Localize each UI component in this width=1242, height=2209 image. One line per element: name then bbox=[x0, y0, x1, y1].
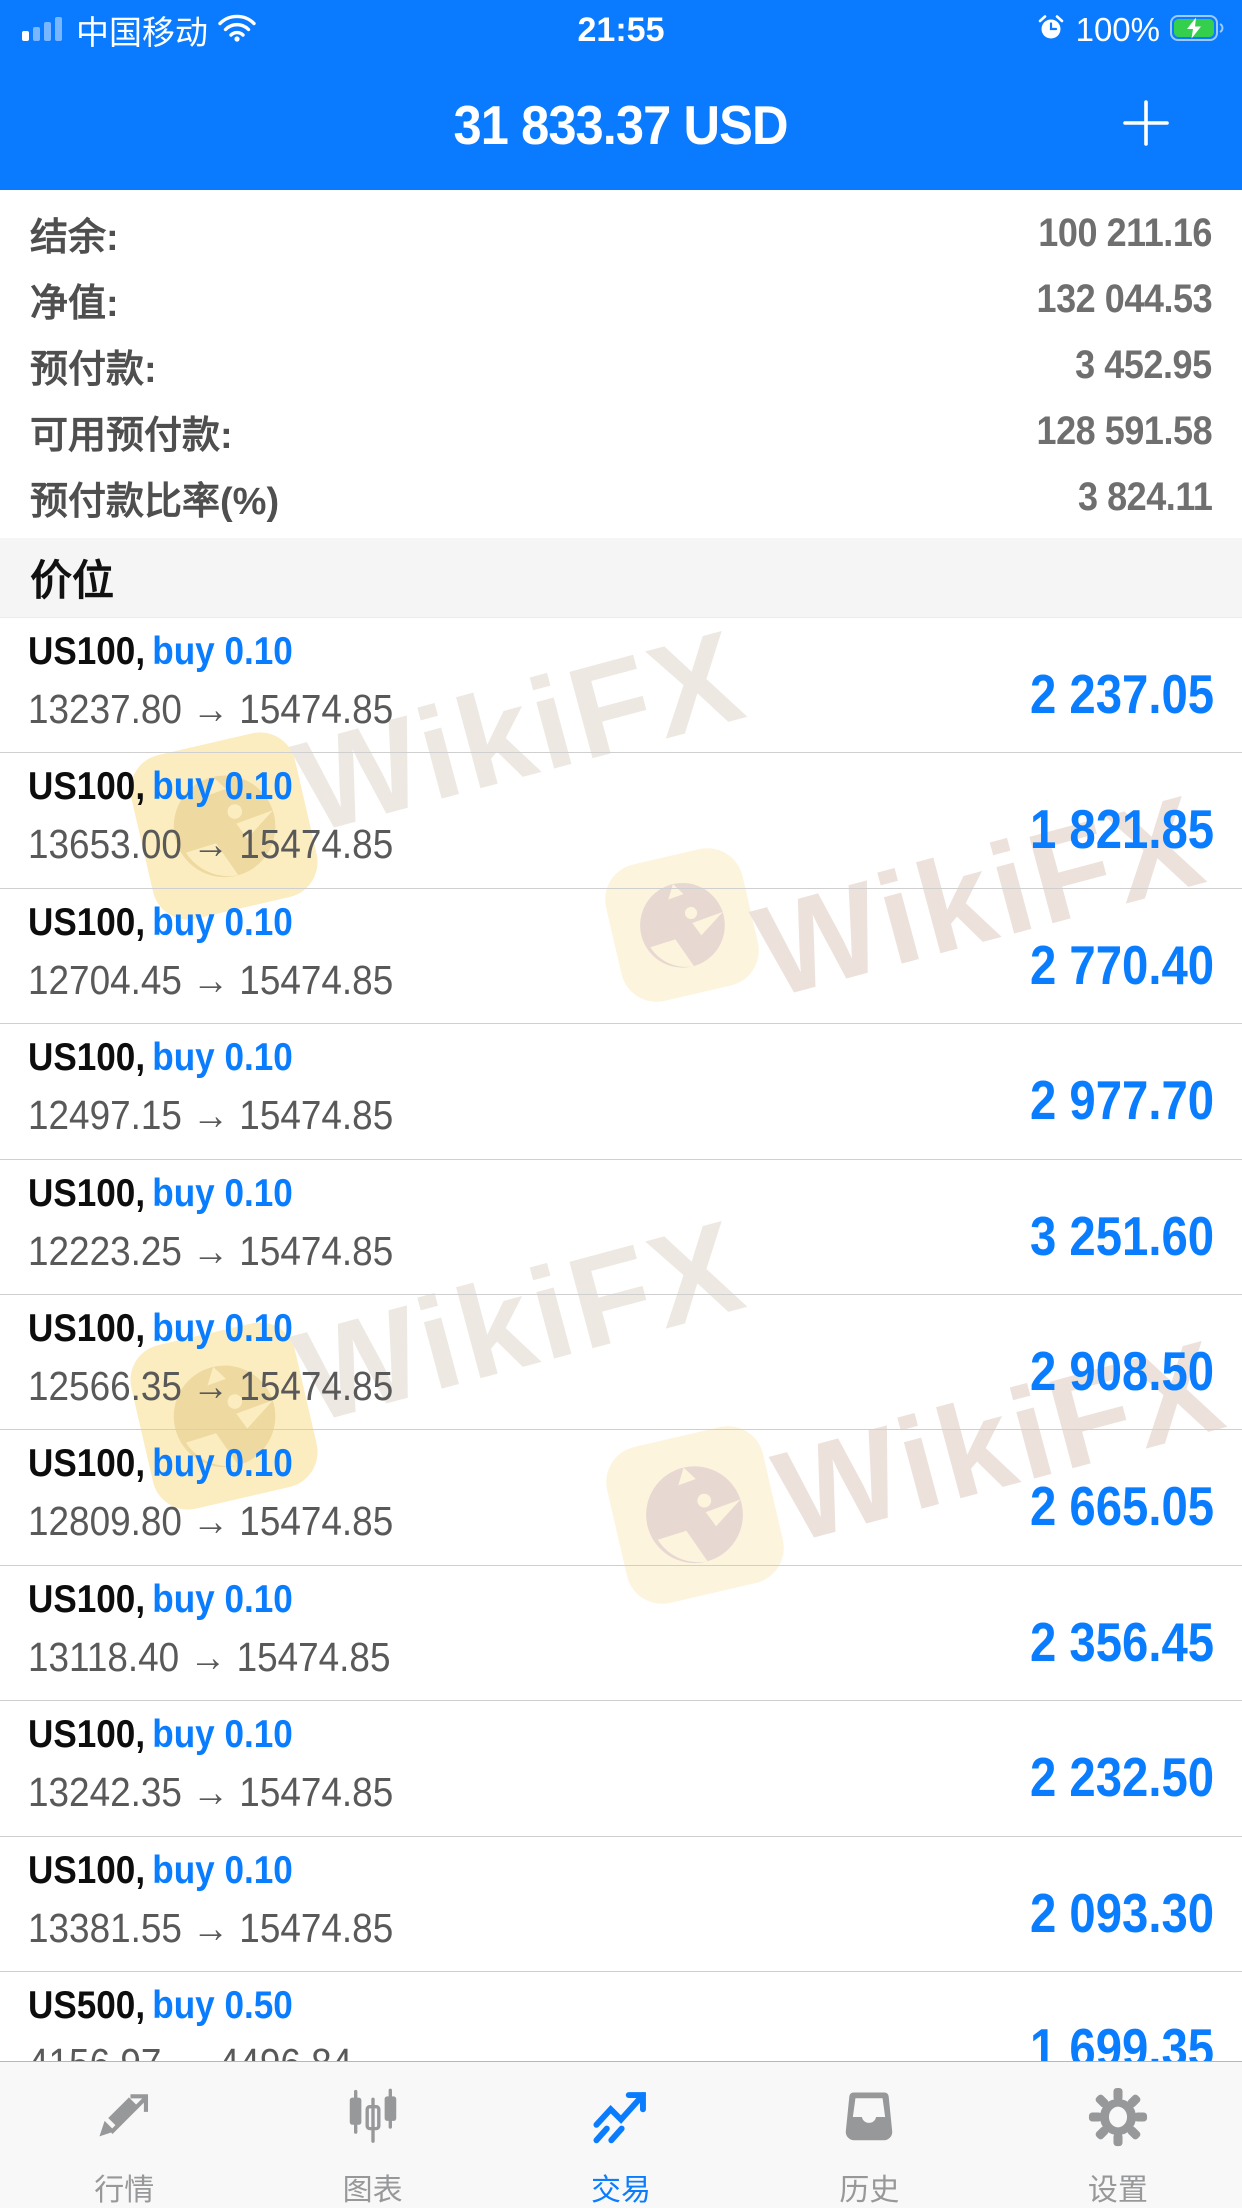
position-profit: 2 232.50 bbox=[1029, 1746, 1214, 1809]
position-row[interactable]: US100, buy 0.10 12566.35 → 15474.85 2 908… bbox=[0, 1295, 1242, 1431]
position-row[interactable]: US100, buy 0.10 12223.25 → 15474.85 3 251… bbox=[0, 1160, 1242, 1295]
summary-row-equity: 净值: 132 044.53 bbox=[0, 266, 1242, 332]
bottom-tab-bar: 行情 图表 交易 bbox=[0, 2061, 1242, 2208]
tab-history[interactable]: 历史 bbox=[745, 2062, 993, 2208]
summary-value: 3 824.11 bbox=[1077, 474, 1212, 519]
position-row[interactable]: US100, buy 0.10 13118.40 → 15474.85 2 356… bbox=[0, 1566, 1242, 1702]
position-side: buy 0.10 bbox=[152, 1848, 293, 1892]
summary-value: 3 452.95 bbox=[1075, 342, 1212, 387]
tab-label: 行情 bbox=[94, 2174, 155, 2207]
battery-percent-label: 100% bbox=[1075, 11, 1160, 48]
signal-strength-icon bbox=[22, 13, 66, 48]
tab-trade[interactable]: 交易 bbox=[497, 2062, 745, 2208]
position-row[interactable]: US100, buy 0.10 12704.45 → 15474.85 2 770… bbox=[0, 889, 1242, 1025]
position-symbol: US100, bbox=[28, 1848, 146, 1892]
account-total-title: 31 833.37 USD bbox=[453, 94, 789, 156]
position-prices: 12566.35 → 15474.85 bbox=[28, 1362, 394, 1409]
position-prices: 12497.15 → 15474.85 bbox=[28, 1092, 394, 1139]
position-symbol: US100, bbox=[28, 1713, 146, 1757]
position-row[interactable]: US100, buy 0.10 12497.15 → 15474.85 2 977… bbox=[0, 1024, 1242, 1160]
position-profit: 2 770.40 bbox=[1029, 933, 1214, 996]
gear-icon bbox=[1087, 2086, 1149, 2153]
position-side: buy 0.10 bbox=[152, 1442, 293, 1486]
tab-label: 交易 bbox=[591, 2174, 652, 2207]
plus-icon bbox=[1120, 97, 1172, 154]
position-profit: 2 977.70 bbox=[1029, 1069, 1214, 1132]
summary-label: 预付款比率(%) bbox=[30, 480, 280, 523]
position-side: buy 0.10 bbox=[152, 1306, 293, 1350]
position-symbol: US100, bbox=[28, 1036, 146, 1080]
clock-time: 21:55 bbox=[577, 10, 665, 49]
quotes-icon bbox=[93, 2086, 155, 2153]
position-prices: 13118.40 → 15474.85 bbox=[28, 1633, 391, 1680]
position-prices: 12704.45 → 15474.85 bbox=[28, 956, 394, 1003]
position-profit: 2 665.05 bbox=[1029, 1475, 1214, 1538]
position-side: buy 0.10 bbox=[152, 765, 293, 809]
position-side: buy 0.10 bbox=[152, 630, 293, 673]
position-profit: 2 237.05 bbox=[1029, 663, 1214, 725]
status-bar: 中国移动 21:55 100% bbox=[0, 0, 1242, 60]
position-side: buy 0.10 bbox=[152, 1577, 293, 1621]
candlestick-chart-icon bbox=[342, 2086, 404, 2153]
summary-row-free-margin: 可用预付款: 128 591.58 bbox=[0, 398, 1242, 464]
position-row[interactable]: US100, buy 0.10 13653.00 → 15474.85 1 821… bbox=[0, 753, 1242, 889]
battery-charging-icon bbox=[1170, 14, 1224, 46]
tab-label: 设置 bbox=[1087, 2174, 1148, 2207]
summary-value: 132 044.53 bbox=[1036, 276, 1212, 321]
position-side: buy 0.10 bbox=[152, 1171, 293, 1215]
position-row[interactable]: US100, buy 0.10 12809.80 → 15474.85 2 665… bbox=[0, 1430, 1242, 1566]
positions-list: US100, buy 0.10 13237.80 → 15474.85 2 237… bbox=[0, 618, 1242, 2108]
position-symbol: US100, bbox=[28, 1306, 146, 1350]
trade-icon bbox=[590, 2086, 652, 2153]
summary-row-margin: 预付款: 3 452.95 bbox=[0, 332, 1242, 398]
summary-value: 100 211.16 bbox=[1038, 210, 1212, 255]
position-row[interactable]: US100, buy 0.10 13381.55 → 15474.85 2 093… bbox=[0, 1837, 1242, 1972]
summary-row-balance: 结余: 100 211.16 bbox=[0, 200, 1242, 266]
alarm-icon bbox=[1036, 13, 1066, 48]
position-prices: 13242.35 → 15474.85 bbox=[28, 1769, 394, 1816]
position-prices: 13381.55 → 15474.85 bbox=[28, 1904, 394, 1951]
history-icon bbox=[838, 2086, 900, 2153]
position-profit: 2 093.30 bbox=[1029, 1881, 1214, 1944]
position-prices: 13653.00 → 15474.85 bbox=[28, 821, 394, 868]
position-symbol: US100, bbox=[28, 1442, 146, 1486]
position-side: buy 0.10 bbox=[152, 1713, 293, 1757]
app-header: 中国移动 21:55 100% bbox=[0, 0, 1242, 190]
account-summary: 结余: 100 211.16 净值: 132 044.53 预付款: 3 452… bbox=[0, 190, 1242, 538]
position-side: buy 0.10 bbox=[152, 900, 293, 944]
carrier-label: 中国移动 bbox=[76, 14, 208, 51]
summary-label: 净值: bbox=[30, 282, 119, 325]
position-symbol: US100, bbox=[28, 1577, 146, 1621]
position-profit: 2 356.45 bbox=[1029, 1610, 1214, 1673]
position-symbol: US100, bbox=[28, 765, 146, 809]
tab-label: 图表 bbox=[342, 2174, 403, 2207]
position-symbol: US500, bbox=[28, 1983, 146, 2027]
tab-settings[interactable]: 设置 bbox=[994, 2062, 1242, 2208]
position-row[interactable]: US100, buy 0.10 13237.80 → 15474.85 2 237… bbox=[0, 618, 1242, 754]
positions-section-header: 价位 bbox=[0, 538, 1242, 618]
position-side: buy 0.10 bbox=[152, 1036, 293, 1080]
position-side: buy 0.50 bbox=[152, 1983, 293, 2027]
summary-row-margin-level: 预付款比率(%) 3 824.11 bbox=[0, 464, 1242, 530]
position-symbol: US100, bbox=[28, 630, 146, 673]
summary-value: 128 591.58 bbox=[1036, 408, 1212, 453]
position-prices: 13237.80 → 15474.85 bbox=[28, 686, 394, 732]
tab-charts[interactable]: 图表 bbox=[248, 2062, 496, 2208]
position-prices: 12809.80 → 15474.85 bbox=[28, 1498, 394, 1545]
wifi-icon bbox=[218, 14, 256, 47]
summary-label: 预付款: bbox=[30, 348, 157, 391]
position-symbol: US100, bbox=[28, 900, 146, 944]
position-row[interactable]: US100, buy 0.10 13242.35 → 15474.85 2 232… bbox=[0, 1701, 1242, 1837]
tab-label: 历史 bbox=[839, 2174, 900, 2207]
section-title: 价位 bbox=[30, 557, 115, 604]
summary-label: 结余: bbox=[30, 216, 119, 259]
add-order-button[interactable] bbox=[1116, 60, 1176, 190]
tab-quotes[interactable]: 行情 bbox=[0, 2062, 248, 2208]
position-prices: 12223.25 → 15474.85 bbox=[28, 1227, 394, 1274]
position-profit: 1 821.85 bbox=[1029, 798, 1214, 861]
position-symbol: US100, bbox=[28, 1171, 146, 1215]
summary-label: 可用预付款: bbox=[30, 414, 233, 457]
position-profit: 3 251.60 bbox=[1029, 1204, 1214, 1267]
position-profit: 2 908.50 bbox=[1029, 1339, 1214, 1402]
